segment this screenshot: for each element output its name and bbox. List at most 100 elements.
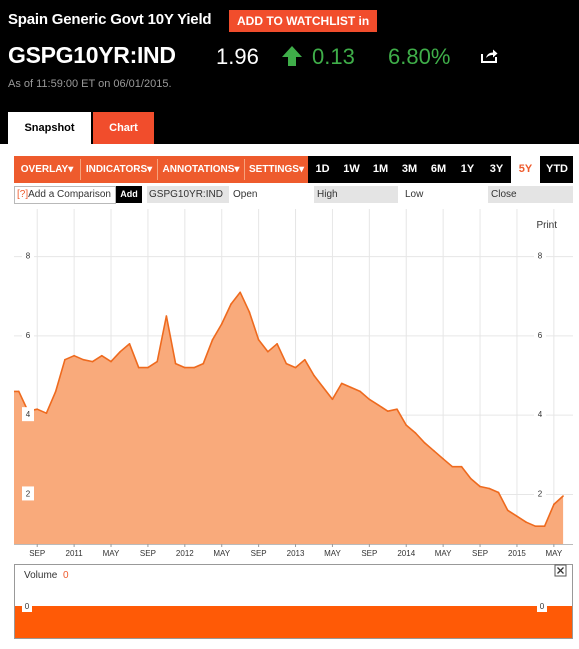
as-of-timestamp: As of 11:59:00 ET on 06/01/2015. bbox=[8, 78, 172, 90]
yield-data-point bbox=[165, 315, 168, 317]
range-1m[interactable]: 1M bbox=[372, 163, 389, 175]
legend-symbol: GSPG10YR:IND bbox=[147, 186, 229, 203]
yield-data-point bbox=[386, 410, 389, 412]
yield-data-point bbox=[239, 291, 241, 294]
yield-data-point bbox=[331, 398, 334, 401]
tab-snapshot[interactable]: Snapshot bbox=[8, 112, 91, 144]
yield-data-point bbox=[377, 404, 380, 407]
volume-label: Volume bbox=[24, 570, 58, 581]
x-tick-label: MAY bbox=[103, 549, 120, 558]
chart-toolbar: OVERLAY▾ INDICATORS▾ ANNOTATIONS▾ SETTIN… bbox=[14, 156, 573, 183]
range-3m[interactable]: 3M bbox=[401, 163, 418, 175]
share-icon[interactable] bbox=[481, 48, 498, 63]
overlay-menu-label: OVERLAY bbox=[20, 164, 69, 175]
x-tick-label: 2015 bbox=[508, 549, 526, 558]
tab-chart[interactable]: Chart bbox=[93, 112, 154, 144]
overlay-menu[interactable]: OVERLAY▾ bbox=[20, 164, 74, 175]
yield-data-point bbox=[128, 342, 131, 345]
yield-data-point bbox=[17, 390, 20, 393]
yield-data-point bbox=[45, 412, 48, 414]
yield-data-point bbox=[137, 366, 140, 369]
yield-data-point bbox=[322, 386, 325, 389]
annotations-menu-label: ANNOTATIONS bbox=[162, 164, 235, 175]
x-tick-label: 2014 bbox=[397, 549, 415, 558]
x-tick-label: MAY bbox=[324, 549, 341, 558]
x-tick-label: 2013 bbox=[287, 549, 305, 558]
yield-data-point bbox=[340, 382, 343, 385]
volume-panel: Volume 0 0 0 bbox=[14, 564, 573, 639]
yield-data-point bbox=[230, 303, 232, 305]
price-chart-svg[interactable]: 2 2 4 4 6 6 8 8 SEP 2011 MAY SEP 2012 MAY SEP 2013 MAY SE… bbox=[14, 209, 573, 561]
range-5y[interactable]: 5Y bbox=[511, 156, 540, 183]
yield-data-point bbox=[313, 374, 315, 377]
yield-data-point bbox=[36, 408, 39, 411]
y-tick-label-right: 4 bbox=[538, 410, 543, 419]
comparison-input[interactable]: [?]Add a Comparison bbox=[14, 186, 116, 204]
help-icon[interactable]: [?] bbox=[17, 189, 29, 200]
yield-data-point bbox=[396, 408, 398, 411]
y-tick-label-background bbox=[22, 327, 34, 342]
yield-data-point bbox=[423, 442, 426, 444]
yield-data-point bbox=[562, 495, 564, 497]
volume-value: 0 bbox=[63, 570, 69, 581]
ticker-symbol: GSPG10YR:IND bbox=[8, 42, 176, 68]
yield-data-point bbox=[359, 390, 361, 393]
yield-data-point bbox=[294, 366, 297, 369]
yield-data-point bbox=[147, 366, 149, 369]
volume-tick-background bbox=[22, 600, 32, 612]
yield-data-point bbox=[414, 432, 417, 434]
yield-data-point bbox=[257, 339, 260, 341]
yield-data-point bbox=[553, 503, 555, 506]
indicators-menu[interactable]: INDICATORS▾ bbox=[85, 164, 153, 175]
yield-data-point bbox=[276, 342, 278, 345]
add-to-watchlist-button[interactable]: ADD TO WATCHLIST in bbox=[229, 10, 378, 32]
range-ytd[interactable]: YTD bbox=[546, 163, 568, 175]
range-1w[interactable]: 1W bbox=[343, 163, 360, 175]
legend-close: Close bbox=[488, 186, 573, 203]
volume-y-tick-right: 0 bbox=[540, 602, 545, 611]
settings-menu-label: SETTINGS bbox=[248, 164, 299, 175]
yield-data-point bbox=[433, 450, 435, 452]
y-tick-label-background bbox=[534, 248, 546, 263]
x-tick-label: MAY bbox=[545, 549, 562, 558]
y-tick-label-left: 8 bbox=[26, 252, 31, 261]
print-link[interactable]: Print bbox=[536, 220, 557, 231]
yield-data-point bbox=[525, 521, 527, 523]
volume-bar bbox=[15, 606, 572, 638]
toolbar-divider bbox=[244, 159, 245, 180]
x-tick-label: MAY bbox=[435, 549, 452, 558]
yield-data-point bbox=[543, 525, 546, 527]
indicators-menu-label: INDICATORS bbox=[85, 164, 148, 175]
close-volume-icon[interactable] bbox=[554, 564, 567, 577]
yield-data-point bbox=[479, 485, 481, 488]
net-change: 0.13 bbox=[312, 44, 355, 69]
x-tick-label: SEP bbox=[361, 549, 377, 558]
yield-data-point bbox=[497, 491, 500, 494]
range-3y[interactable]: 3Y bbox=[489, 163, 504, 175]
yield-data-point bbox=[100, 354, 103, 357]
quote-header: Spain Generic Govt 10Y Yield ADD TO WATC… bbox=[0, 0, 579, 144]
yield-data-point bbox=[193, 366, 195, 369]
yield-data-point bbox=[442, 457, 444, 460]
yield-area-fill bbox=[14, 292, 564, 544]
yield-data-point bbox=[110, 360, 112, 363]
add-comparison-button[interactable]: Add bbox=[116, 186, 142, 203]
settings-menu[interactable]: SETTINGS▾ bbox=[248, 164, 305, 175]
legend-open: Open bbox=[233, 189, 258, 200]
yield-data-point bbox=[73, 354, 75, 357]
y-tick-label-left: 6 bbox=[26, 331, 31, 340]
compare-legend-row: [?]Add a Comparison Add GSPG10YR:IND Ope… bbox=[14, 185, 573, 205]
yield-data-point bbox=[82, 358, 85, 361]
range-6m[interactable]: 6M bbox=[430, 163, 447, 175]
yield-data-point bbox=[368, 398, 371, 401]
annotations-menu[interactable]: ANNOTATIONS▾ bbox=[162, 164, 240, 175]
range-selector: 1D 1W 1M 3M 6M 1Y 3Y 5Y YTD bbox=[308, 156, 573, 183]
x-tick-label: SEP bbox=[29, 549, 45, 558]
yield-data-point bbox=[211, 339, 214, 341]
y-tick-label-background bbox=[22, 486, 34, 501]
legend-low: Low bbox=[405, 189, 424, 200]
price-chart[interactable]: 2 2 4 4 6 6 8 8 SEP 2011 MAY SEP 2012 MAY SEP 2013 MAY SE… bbox=[14, 209, 573, 561]
yield-data-point bbox=[506, 509, 509, 512]
range-1d[interactable]: 1D bbox=[315, 163, 330, 175]
range-1y[interactable]: 1Y bbox=[460, 163, 475, 175]
